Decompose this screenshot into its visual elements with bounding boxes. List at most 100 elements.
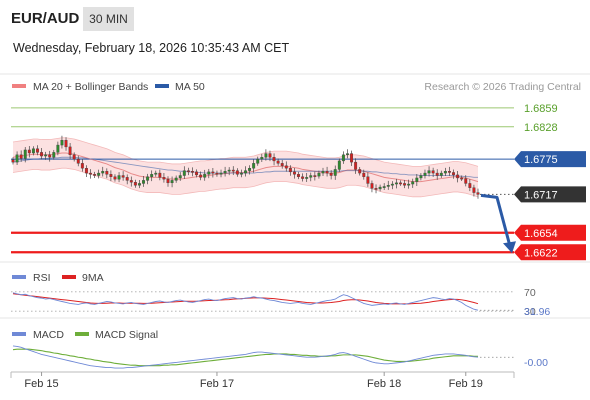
candle <box>121 171 125 181</box>
candle <box>313 171 317 181</box>
candle-body <box>80 163 84 169</box>
candle-body <box>44 154 48 157</box>
level-label-1.6859: 1.6859 <box>524 103 558 115</box>
x-axis: Feb 15 Feb 17 Feb 18 Feb 19 <box>10 371 515 390</box>
x-tick-label: Feb 17 <box>200 378 234 390</box>
candle <box>235 168 239 177</box>
candle-body <box>227 169 231 172</box>
level-tag-1.6622: 1.6622 <box>514 244 586 261</box>
candle <box>60 135 64 149</box>
candle-body <box>464 178 468 184</box>
candle <box>93 171 97 178</box>
candle <box>117 172 121 183</box>
candle <box>378 184 382 192</box>
level-label-1.6717: 1.6717 <box>524 189 558 201</box>
candle <box>129 176 133 187</box>
candle <box>56 141 60 156</box>
candle <box>264 149 268 161</box>
candle <box>195 169 199 178</box>
candle <box>341 151 345 164</box>
candle <box>382 183 386 191</box>
candle <box>182 166 186 179</box>
level-tag-1.6717: 1.6717 <box>514 186 586 203</box>
candle-body <box>109 174 113 177</box>
candle <box>219 169 223 178</box>
candle-body <box>317 172 321 177</box>
candle-body <box>52 152 56 158</box>
candle-body <box>386 185 390 187</box>
ma20-legend-swatch <box>12 84 26 88</box>
candle <box>374 184 378 194</box>
candle-body <box>121 175 125 178</box>
candle-body <box>211 171 215 174</box>
candle <box>199 171 203 181</box>
candle-body <box>146 176 150 181</box>
bollinger-upper-line <box>12 137 479 167</box>
projection-arrow-layer <box>480 193 516 254</box>
candle <box>11 157 15 165</box>
level-label-1.6828: 1.6828 <box>524 122 558 134</box>
candle <box>390 181 394 190</box>
candle <box>284 161 288 172</box>
x-tick-label: Feb 19 <box>449 378 483 390</box>
candle <box>337 158 341 172</box>
candle <box>447 166 451 176</box>
candle-body <box>366 176 370 184</box>
macd-panel: MACD MACD Signal -0.00 <box>12 329 548 369</box>
candle <box>411 178 415 188</box>
candle-body <box>443 171 447 174</box>
candle <box>44 151 48 160</box>
candle-body <box>301 176 305 179</box>
candle-body <box>272 157 276 162</box>
candle-body <box>178 175 182 179</box>
candle <box>317 170 321 179</box>
candle-body <box>170 180 174 184</box>
ma20-legend-label: MA 20 + Bollinger Bands <box>33 81 148 93</box>
candle <box>48 150 52 162</box>
candle-body <box>36 148 39 153</box>
candle <box>419 173 423 181</box>
level-tag-1.6654: 1.6654 <box>514 224 586 241</box>
candle-body <box>284 165 288 169</box>
candle-body <box>476 192 480 195</box>
candle-body <box>125 177 129 181</box>
candle-body <box>341 154 345 162</box>
candle <box>244 166 247 177</box>
candle-body <box>460 177 464 180</box>
candlesticks-layer <box>11 135 480 199</box>
candle <box>358 166 362 176</box>
timeframe-button[interactable]: 30 MIN <box>83 7 134 31</box>
candle <box>464 175 468 187</box>
candle-body <box>252 163 256 169</box>
candle <box>174 175 178 183</box>
candle <box>248 165 252 175</box>
candle <box>325 166 329 177</box>
candle <box>256 156 260 166</box>
candle-body <box>411 181 415 185</box>
candle <box>407 179 411 189</box>
candle <box>423 169 427 179</box>
candle-body <box>399 182 402 185</box>
candle-body <box>280 163 284 166</box>
candle <box>158 169 162 181</box>
candle-body <box>447 171 451 173</box>
candle-body <box>394 182 398 185</box>
candle <box>427 166 431 177</box>
candle-body <box>158 172 162 178</box>
candle <box>329 170 333 180</box>
candle-body <box>358 169 362 174</box>
candle <box>309 172 313 182</box>
candle-body <box>142 180 145 184</box>
candle-body <box>56 144 60 153</box>
candle <box>84 165 88 177</box>
candle-body <box>268 153 272 158</box>
candle-body <box>468 183 472 188</box>
candle-body <box>219 172 223 175</box>
candle <box>40 147 44 160</box>
candle-body <box>439 172 443 176</box>
candle-body <box>235 170 239 175</box>
level-label-1.6622: 1.6622 <box>524 247 558 259</box>
candle <box>133 179 137 188</box>
candle <box>350 150 354 167</box>
candle-body <box>309 175 313 178</box>
